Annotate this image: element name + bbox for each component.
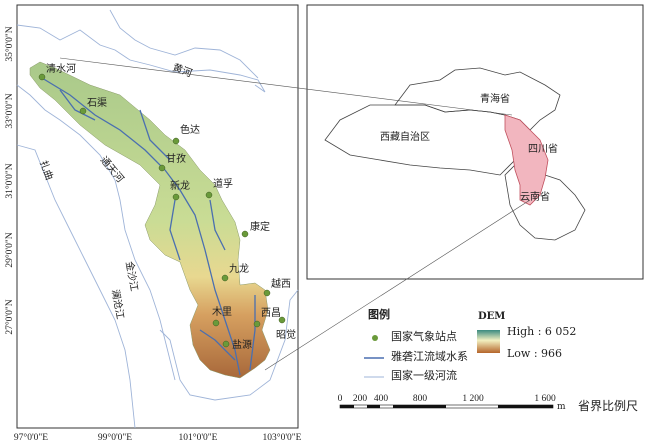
longitude-tick-label: 99°0'0"E: [98, 432, 132, 443]
station-legend-symbol: [372, 335, 378, 341]
station-label: 康定: [250, 220, 270, 233]
station-marker: [222, 340, 230, 348]
station-label: 西昌: [261, 307, 281, 319]
dem-low: Low : 966: [507, 347, 563, 360]
yalong-basin: [29, 61, 271, 379]
longitude-tick-label: 101°0'0"E: [179, 432, 218, 443]
station-marker: [172, 193, 180, 201]
dem-high: High : 6 052: [507, 325, 577, 338]
right-map-frame: [306, 4, 644, 280]
legend-item-basin-river: 雅砻江流域水系: [391, 350, 468, 363]
station-label: 昭觉: [276, 329, 296, 341]
longitude-tick-label: 97°0'0"E: [14, 432, 48, 443]
longitude-tick-label: 103°0'0"E: [263, 432, 302, 443]
latitude-tick-label: 35°0'0"N: [4, 26, 15, 61]
station-label: 色达: [180, 123, 200, 136]
station-label: 新龙: [170, 179, 190, 192]
national-rivers: [16, 9, 299, 429]
scale-tick-label: 800: [413, 394, 428, 404]
station-marker: [38, 73, 46, 81]
latitude-tick-label: 33°0'0"N: [4, 93, 15, 128]
station-marker: [205, 191, 213, 199]
legend-title: 图例: [368, 308, 390, 321]
station-marker: [241, 230, 249, 238]
dem-colorbar: [477, 330, 500, 353]
legend-item-station: 国家气象站点: [391, 330, 457, 343]
basin-rivers: [41, 77, 256, 376]
latitude-tick-label: 27°0'0"N: [4, 299, 15, 334]
province-label: 四川省: [528, 142, 558, 155]
station-marker: [263, 289, 271, 297]
scale-tick-label: 1 200: [462, 394, 484, 404]
scale-tick-label: 0: [338, 394, 343, 404]
callout-lines: [59, 57, 531, 371]
station-marker: [212, 319, 220, 327]
station-label: 盐源: [232, 338, 252, 351]
province-label: 西藏自治区: [380, 130, 430, 143]
station-marker: [253, 320, 261, 328]
scale-bar: [339, 404, 554, 409]
scale-tick-label: 400: [374, 394, 389, 404]
sichuan-province: [504, 114, 549, 206]
station-label: 甘孜: [166, 152, 186, 165]
station-label: 道孚: [213, 177, 233, 190]
station-label: 清水河: [46, 62, 76, 75]
station-label: 九龙: [229, 262, 249, 275]
station-marker: [79, 107, 87, 115]
scale-unit: m: [557, 402, 566, 412]
station-marker: [172, 137, 180, 145]
station-marker: [158, 164, 166, 172]
province-label: 青海省: [480, 92, 510, 105]
station-marker: [221, 274, 229, 282]
station-label: 石渠: [87, 97, 107, 109]
scale-tick-label: 200: [353, 394, 368, 404]
station-label: 木里: [212, 306, 232, 318]
legend-item-national-river: 国家一级河流: [391, 369, 457, 382]
latitude-tick-label: 29°0'0"N: [4, 232, 15, 267]
latitude-tick-label: 31°0'0"N: [4, 163, 15, 198]
province-label: 云南省: [520, 190, 550, 203]
station-marker: [278, 316, 286, 324]
station-label: 越西: [271, 277, 291, 290]
dem-title: DEM: [478, 311, 506, 322]
scale-label: 省界比例尺: [578, 399, 639, 413]
scale-tick-label: 1 600: [534, 394, 556, 404]
